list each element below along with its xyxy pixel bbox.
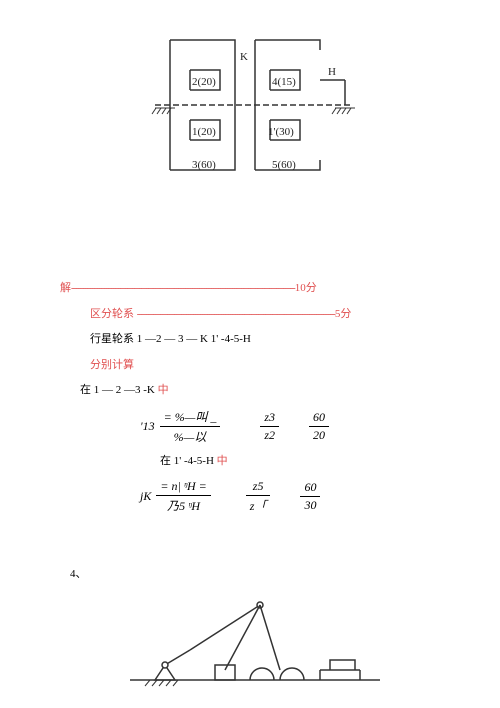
eq1-eq-a: = <box>164 410 172 424</box>
line-calc: 分别计算 <box>60 357 460 375</box>
gear-svg: K H 2(20) 4(15) 1(20) 1'(30) 3(60) 5(60) <box>150 30 360 190</box>
score-5: 5分 <box>335 308 352 320</box>
solution-block: 解---------------------------------------… <box>60 280 460 522</box>
score-10: 10分 <box>295 282 317 294</box>
dash-2: ----------------------------------------… <box>137 309 335 320</box>
text-split: 区分轮系 <box>90 308 134 320</box>
eq1-mid-a: _ <box>210 410 216 424</box>
dash-1: ----------------------------------------… <box>71 283 295 294</box>
eq2-v4: 30 <box>300 497 320 513</box>
in-h-zhong: 中 <box>217 455 228 467</box>
eq1-v3: 60 <box>309 410 329 427</box>
eq2-lhs: jK <box>140 489 151 504</box>
eq1-z3: z3 <box>260 410 279 427</box>
in-h-prefix: 在 1' -4-5-H <box>160 455 217 467</box>
line-header: 解---------------------------------------… <box>60 280 460 298</box>
eq2-num-l: n| ᵑH <box>171 479 195 493</box>
question-4-label: 4、 <box>70 565 87 581</box>
label-1p: 1'(30) <box>268 126 294 138</box>
eq2-mid-a: = <box>199 479 207 493</box>
eq2-den-l: 乃5 ᵑH <box>156 496 210 514</box>
in-k-prefix: 在 1 — 2 —3 -K <box>80 384 158 396</box>
gear-diagram-top: K H 2(20) 4(15) 1(20) 1'(30) 3(60) 5(60) <box>150 30 360 193</box>
line-planetary: 行星轮系 1 —2 — 3 — K 1' -4-5-H <box>60 331 460 349</box>
eq1-lhs: '13 <box>140 419 155 434</box>
line-in-h: 在 1' -4-5-H 中 <box>60 453 460 471</box>
eq1-v2: 20 <box>309 427 329 443</box>
label-H: H <box>328 66 336 78</box>
line-in-k: 在 1 — 2 —3 -K 中 <box>60 382 460 400</box>
text-jie: 解 <box>60 282 71 294</box>
eq2-z4: z「 <box>246 496 271 514</box>
line-split: 区分轮系 -----------------------------------… <box>60 306 460 324</box>
eq2-v5: 60 <box>300 480 320 497</box>
equation-2: jK = n| ᵑH = 乃5 ᵑH z5z「 6030 <box>140 479 460 514</box>
label-5: 5(60) <box>272 159 296 171</box>
linkage-svg <box>130 600 380 695</box>
eq1-den-l: %—以 <box>160 427 221 445</box>
eq1-z2: z2 <box>260 427 279 443</box>
eq2-z5: z5 <box>246 479 271 496</box>
label-2: 2(20) <box>192 76 216 88</box>
eq1-num-l: %—叫 <box>175 410 208 424</box>
label-1: 1(20) <box>192 126 216 138</box>
label-4: 4(15) <box>272 76 296 88</box>
label-K: K <box>240 51 248 63</box>
eq2-eq-a: = <box>160 479 168 493</box>
equation-1: '13 = %—叫 _ %—以 z3z2 6020 <box>140 408 460 445</box>
in-k-zhong: 中 <box>158 384 169 396</box>
linkage-diagram <box>130 600 380 698</box>
label-3: 3(60) <box>192 159 216 171</box>
